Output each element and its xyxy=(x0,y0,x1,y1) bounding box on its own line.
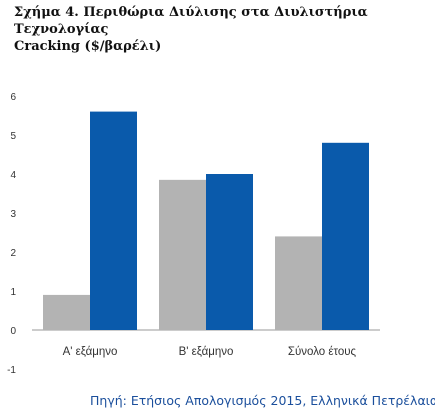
bar-series-1 xyxy=(275,236,322,330)
x-category-label: Β' εξάμηνο xyxy=(179,346,234,358)
y-tick-label: 2 xyxy=(10,248,16,259)
bar-series-2 xyxy=(206,174,253,330)
chart-title: Σχήμα 4. Περιθώρια Διύλισης στα Διυλιστή… xyxy=(14,4,424,55)
bar-series-2 xyxy=(90,111,137,330)
y-tick-label: 4 xyxy=(10,170,16,181)
x-category-label: Α' εξάμηνο xyxy=(63,346,118,358)
y-tick-label: 6 xyxy=(10,92,16,103)
bar-series-1 xyxy=(43,294,90,330)
y-tick-label: 3 xyxy=(10,209,16,220)
bar-series-2 xyxy=(322,142,369,330)
y-tick-label: 0 xyxy=(10,326,16,337)
source-note: Πηγή: Ετήσιος Απολογισμός 2015, Ελληνικά… xyxy=(90,393,435,408)
bar-series-1 xyxy=(159,179,206,330)
chart-title-line-2: Cracking ($/βαρέλι) xyxy=(14,39,162,54)
chart-title-line-1: Σχήμα 4. Περιθώρια Διύλισης στα Διυλιστή… xyxy=(14,5,368,37)
y-tick-label: 1 xyxy=(10,287,16,298)
y-tick-label: -1 xyxy=(7,365,16,376)
y-tick-label: 5 xyxy=(10,131,16,142)
x-category-label: Σύνολο έτους xyxy=(288,346,357,358)
